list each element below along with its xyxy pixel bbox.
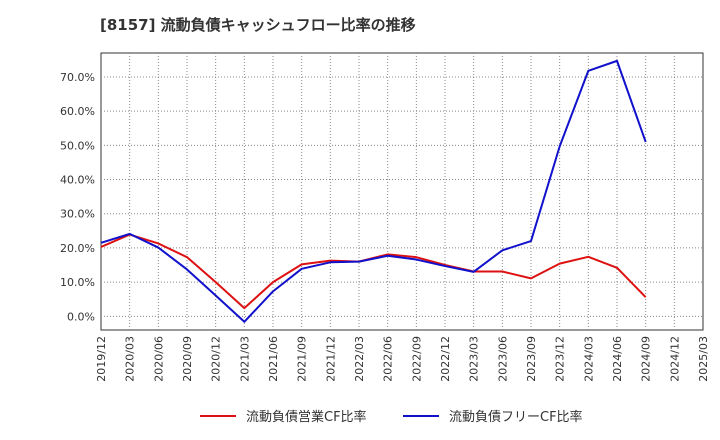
y-tick-label: 20.0% (60, 242, 95, 255)
y-tick-label: 70.0% (60, 71, 95, 84)
x-tick-label: 2022/09 (410, 336, 423, 382)
x-tick-label: 2020/09 (181, 336, 194, 382)
x-tick-label: 2025/03 (697, 336, 710, 382)
plot-area (100, 52, 704, 331)
x-gridlines (129, 53, 675, 330)
x-tick-label: 2022/12 (439, 336, 452, 382)
legend: 流動負債営業CF比率 流動負債フリーCF比率 (200, 409, 583, 425)
y-tick-labels: 0.0% 10.0% 20.0% 30.0% 40.0% 50.0% 60.0% 70.0% (60, 71, 95, 323)
x-tick-label: 2021/06 (267, 336, 280, 382)
legend-label-operating-cf: 流動負債営業CF比率 (246, 409, 367, 425)
series-line-free-cf (100, 59, 647, 323)
x-tick-label: 2020/12 (210, 336, 223, 382)
x-tick-label: 2020/03 (124, 336, 137, 382)
x-tick-label: 2024/03 (582, 336, 595, 382)
y-tick-label: 30.0% (60, 208, 95, 221)
x-tick-label: 2023/03 (468, 336, 481, 382)
x-tick-label: 2023/12 (554, 336, 567, 382)
y-tick-label: 0.0% (67, 310, 95, 323)
y-tick-label: 10.0% (60, 276, 95, 289)
x-tick-labels: 2019/12 2020/03 2020/06 2020/09 2020/12 2021/… (95, 336, 710, 382)
chart-title: [8157] 流動負債キャッシュフロー比率の推移 (100, 16, 416, 34)
y-tick-label: 50.0% (60, 139, 95, 152)
x-tick-label: 2020/06 (152, 336, 165, 382)
x-tick-label: 2023/06 (496, 336, 509, 382)
x-tick-label: 2022/06 (382, 336, 395, 382)
legend-label-free-cf: 流動負債フリーCF比率 (449, 409, 583, 425)
x-tick-label: 2022/03 (353, 336, 366, 382)
x-tick-label: 2021/12 (324, 336, 337, 382)
x-tick-label: 2024/09 (640, 336, 653, 382)
x-tick-label: 2021/03 (238, 336, 251, 382)
series-lines (100, 59, 647, 323)
x-tick-label: 2024/06 (611, 336, 624, 382)
x-tick-label: 2024/12 (668, 336, 681, 382)
x-tick-label: 2019/12 (95, 336, 108, 382)
y-gridlines (101, 76, 703, 317)
x-tick-label: 2021/09 (296, 336, 309, 382)
y-tick-label: 40.0% (60, 174, 95, 187)
y-tick-label: 60.0% (60, 105, 95, 118)
x-tick-label: 2023/09 (525, 336, 538, 382)
